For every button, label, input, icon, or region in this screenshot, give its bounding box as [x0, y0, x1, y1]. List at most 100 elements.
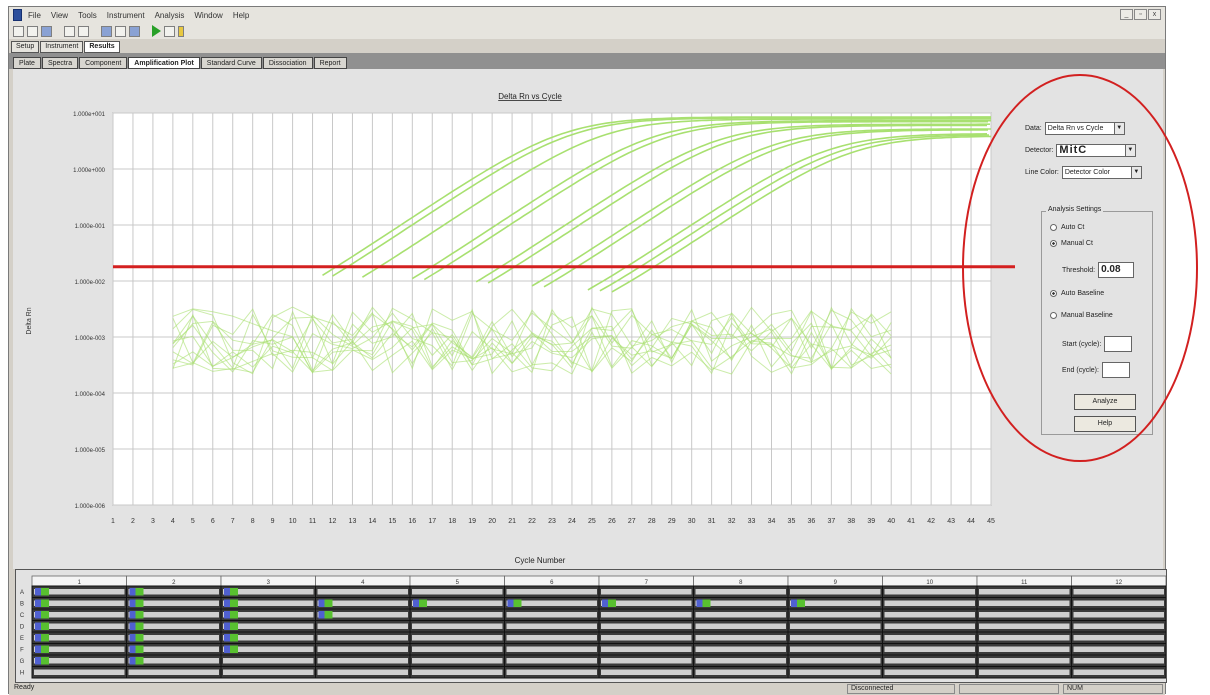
well-marker-blue[interactable] [696, 599, 703, 608]
tab-component[interactable]: Component [79, 57, 128, 69]
well-marker-blue[interactable] [35, 645, 41, 654]
minimize-button[interactable]: _ [1120, 9, 1133, 20]
well-marker-blue[interactable] [224, 599, 230, 608]
new-document-icon[interactable] [13, 25, 24, 37]
well-marker-green[interactable] [135, 622, 144, 631]
menu-file[interactable]: File [28, 10, 41, 20]
well-marker-green[interactable] [230, 599, 238, 608]
amplification-curve-8 [531, 128, 991, 287]
well-marker-blue[interactable] [35, 634, 41, 642]
well-marker-blue[interactable] [224, 645, 230, 654]
well-marker-green[interactable] [41, 588, 49, 596]
well-marker-blue[interactable] [129, 657, 136, 665]
close-button[interactable]: x [1148, 9, 1161, 20]
noise-trace [172, 307, 892, 375]
tab-dissociation[interactable]: Dissociation [262, 57, 313, 69]
well-marker-green[interactable] [41, 611, 49, 619]
tab-report[interactable]: Report [313, 57, 347, 69]
x-tick-label: 26 [608, 518, 616, 525]
menu-instrument[interactable]: Instrument [106, 10, 145, 20]
save-icon[interactable] [41, 25, 52, 37]
well-marker-green[interactable] [135, 588, 144, 596]
plate-column-label: 5 [456, 580, 460, 586]
well-marker-blue[interactable] [35, 611, 41, 619]
tab-instrument[interactable]: Instrument [40, 41, 84, 53]
well-marker-blue[interactable] [224, 634, 230, 642]
well-marker-green[interactable] [608, 599, 616, 608]
tab-results[interactable]: Results [84, 41, 120, 53]
well-marker-green[interactable] [797, 599, 805, 608]
run-play-icon[interactable] [152, 25, 161, 37]
amplification-curve-2 [332, 117, 991, 277]
tab-spectra[interactable]: Spectra [41, 57, 79, 69]
menu-view[interactable]: View [50, 10, 69, 20]
well-marker-green[interactable] [41, 622, 49, 631]
well-marker-blue[interactable] [35, 588, 41, 596]
open-folder-icon[interactable] [27, 25, 38, 37]
well-marker-blue[interactable] [35, 657, 41, 665]
print-preview-icon[interactable] [78, 25, 89, 37]
well-marker-blue[interactable] [318, 599, 325, 608]
well-marker-blue[interactable] [224, 588, 230, 596]
menu-window[interactable]: Window [194, 10, 223, 20]
well-marker-green[interactable] [41, 599, 49, 608]
well-marker-green[interactable] [513, 599, 522, 608]
y-tick-labels: 1.000e+001 1.000e+000 1.000e-001 1.000e-002… [73, 112, 106, 510]
well-marker-blue[interactable] [129, 611, 136, 619]
tab-plate[interactable]: Plate [13, 57, 41, 69]
well-marker-green[interactable] [230, 611, 238, 619]
plate-cell-inner [412, 669, 503, 675]
well-marker-blue[interactable] [224, 622, 230, 631]
grid-view-icon[interactable] [115, 25, 126, 37]
well-marker-green[interactable] [702, 599, 711, 608]
well-marker-blue[interactable] [224, 611, 230, 619]
well-marker-blue[interactable] [413, 599, 419, 608]
table-view-icon[interactable] [129, 25, 140, 37]
well-marker-green[interactable] [230, 645, 238, 654]
well-marker-green[interactable] [230, 634, 238, 642]
pin-icon[interactable] [178, 25, 184, 37]
well-marker-blue[interactable] [791, 599, 797, 608]
x-tick-label: 30 [688, 518, 696, 525]
well-marker-green[interactable] [419, 599, 427, 608]
y-tick-label: 1.000e-004 [75, 392, 106, 398]
well-marker-blue[interactable] [318, 611, 325, 619]
well-marker-blue[interactable] [129, 634, 136, 642]
well-marker-green[interactable] [230, 622, 238, 631]
tab-standard-curve[interactable]: Standard Curve [200, 57, 262, 69]
well-marker-green[interactable] [135, 599, 144, 608]
well-marker-green[interactable] [41, 634, 49, 642]
well-marker-green[interactable] [135, 645, 144, 654]
print-icon[interactable] [64, 25, 75, 37]
well-marker-green[interactable] [41, 645, 49, 654]
well-marker-blue[interactable] [129, 588, 136, 596]
menu-help[interactable]: Help [232, 10, 250, 20]
well-marker-blue[interactable] [35, 622, 41, 631]
amplification-chart: Delta Rn vs Cycle Delta Rn Cycle Number … [26, 92, 1015, 565]
menu-analysis[interactable]: Analysis [154, 10, 185, 20]
well-marker-blue[interactable] [507, 599, 514, 608]
maximize-button[interactable]: ▫ [1134, 9, 1147, 20]
well-marker-green[interactable] [324, 599, 333, 608]
well-marker-green[interactable] [230, 588, 238, 596]
well-marker-green[interactable] [41, 657, 49, 665]
calculator-icon[interactable] [164, 25, 175, 37]
well-marker-green[interactable] [324, 611, 333, 619]
plate-cell-inner [317, 669, 408, 675]
tab-setup[interactable]: Setup [11, 41, 40, 53]
well-marker-blue[interactable] [129, 645, 136, 654]
well-marker-blue[interactable] [602, 599, 608, 608]
well-marker-green[interactable] [135, 611, 144, 619]
well-marker-blue[interactable] [129, 599, 136, 608]
amplification-curve-4 [411, 119, 991, 280]
x-tick-label: 10 [289, 518, 297, 525]
plate-view-icon[interactable] [101, 25, 112, 37]
plate-cell-inner [34, 669, 125, 675]
well-marker-green[interactable] [135, 657, 144, 665]
menu-tools[interactable]: Tools [78, 10, 97, 20]
plate-cell-inner [128, 646, 219, 652]
well-marker-green[interactable] [135, 634, 144, 642]
well-marker-blue[interactable] [35, 599, 41, 608]
well-marker-blue[interactable] [129, 622, 136, 631]
tab-amplification-plot[interactable]: Amplification Plot [128, 57, 200, 69]
